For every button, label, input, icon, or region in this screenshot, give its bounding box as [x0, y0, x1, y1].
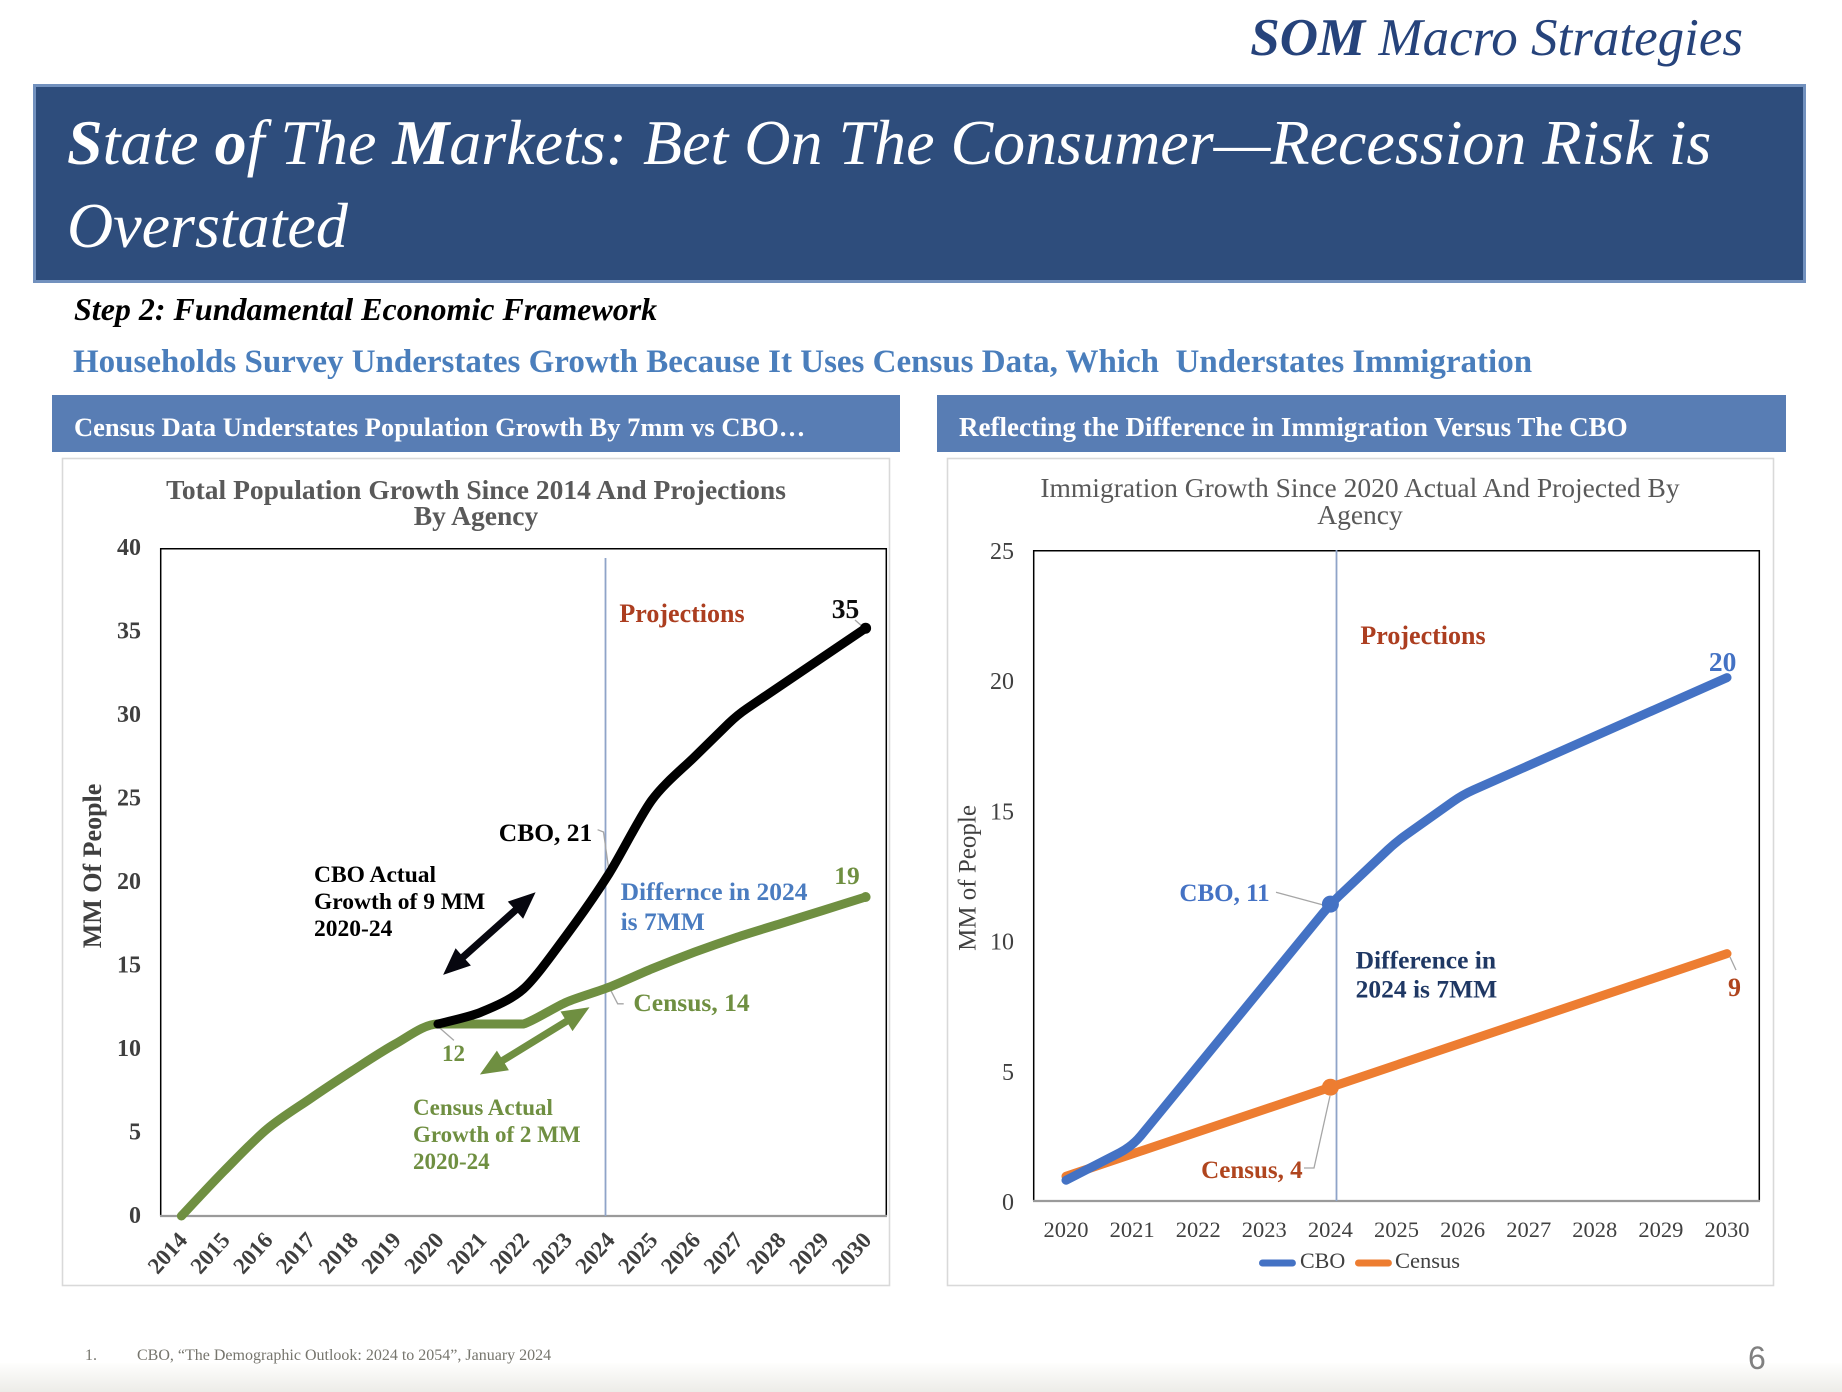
- svg-text:2020: 2020: [1044, 1217, 1089, 1242]
- svg-text:9: 9: [1728, 973, 1741, 1002]
- svg-text:Census, 14: Census, 14: [633, 988, 749, 1017]
- svg-text:Census Actual: Census Actual: [413, 1095, 553, 1120]
- svg-text:Total Population Growth Since: Total Population Growth Since 2014 And P…: [166, 474, 786, 505]
- svg-text:2030: 2030: [1705, 1217, 1750, 1242]
- svg-text:15: 15: [117, 953, 141, 979]
- svg-text:MM of People: MM of People: [955, 805, 982, 951]
- svg-text:2028: 2028: [1572, 1217, 1617, 1242]
- svg-text:5: 5: [129, 1120, 141, 1146]
- svg-text:12: 12: [442, 1041, 465, 1066]
- svg-text:5: 5: [1002, 1060, 1014, 1086]
- svg-text:20: 20: [990, 669, 1014, 695]
- svg-text:Census: Census: [1395, 1248, 1460, 1273]
- svg-text:2025: 2025: [1374, 1217, 1419, 1242]
- svg-text:2021: 2021: [1110, 1217, 1155, 1242]
- svg-text:Growth of 2 MM: Growth of 2 MM: [413, 1122, 581, 1147]
- svg-text:CBO Actual: CBO Actual: [314, 862, 437, 888]
- svg-text:Agency: Agency: [1317, 499, 1403, 530]
- svg-text:Growth of 9 MM: Growth of 9 MM: [314, 889, 485, 915]
- svg-text:40: 40: [117, 535, 141, 561]
- svg-text:30: 30: [117, 702, 141, 728]
- svg-text:Census, 4: Census, 4: [1201, 1157, 1303, 1184]
- svg-text:is 7MM: is 7MM: [621, 907, 705, 936]
- svg-text:Immigration Growth Since 2020: Immigration Growth Since 2020 Actual And…: [1040, 472, 1680, 503]
- svg-text:2020-24: 2020-24: [413, 1149, 490, 1174]
- svg-text:Differnce in 2024: Differnce in 2024: [621, 877, 808, 906]
- svg-text:2026: 2026: [1440, 1217, 1485, 1242]
- svg-text:Projections: Projections: [619, 599, 744, 628]
- svg-text:2024: 2024: [1308, 1217, 1353, 1242]
- svg-text:10: 10: [990, 930, 1014, 956]
- svg-text:19: 19: [834, 861, 860, 890]
- svg-text:2024 is 7MM: 2024 is 7MM: [1356, 975, 1498, 1004]
- svg-text:2027: 2027: [1506, 1217, 1551, 1242]
- svg-text:2020-24: 2020-24: [314, 916, 393, 942]
- svg-text:CBO: CBO: [1300, 1248, 1345, 1273]
- svg-text:0: 0: [1002, 1190, 1014, 1216]
- svg-text:Projections: Projections: [1360, 621, 1485, 650]
- svg-text:25: 25: [117, 786, 141, 812]
- svg-text:35: 35: [832, 593, 860, 624]
- svg-text:2022: 2022: [1176, 1217, 1221, 1242]
- svg-text:By Agency: By Agency: [414, 500, 539, 531]
- svg-text:2023: 2023: [1242, 1217, 1287, 1242]
- svg-text:Difference in: Difference in: [1356, 946, 1496, 975]
- svg-text:10: 10: [117, 1036, 141, 1062]
- svg-text:2029: 2029: [1638, 1217, 1683, 1242]
- svg-text:CBO, 21: CBO, 21: [499, 818, 593, 847]
- svg-text:20: 20: [1709, 646, 1737, 677]
- svg-text:MM Of People: MM Of People: [78, 784, 107, 949]
- svg-text:15: 15: [990, 799, 1014, 825]
- svg-text:0: 0: [129, 1203, 141, 1229]
- svg-text:25: 25: [990, 539, 1014, 565]
- svg-text:CBO, 11: CBO, 11: [1179, 880, 1269, 907]
- svg-text:35: 35: [117, 619, 141, 645]
- svg-text:20: 20: [117, 869, 141, 895]
